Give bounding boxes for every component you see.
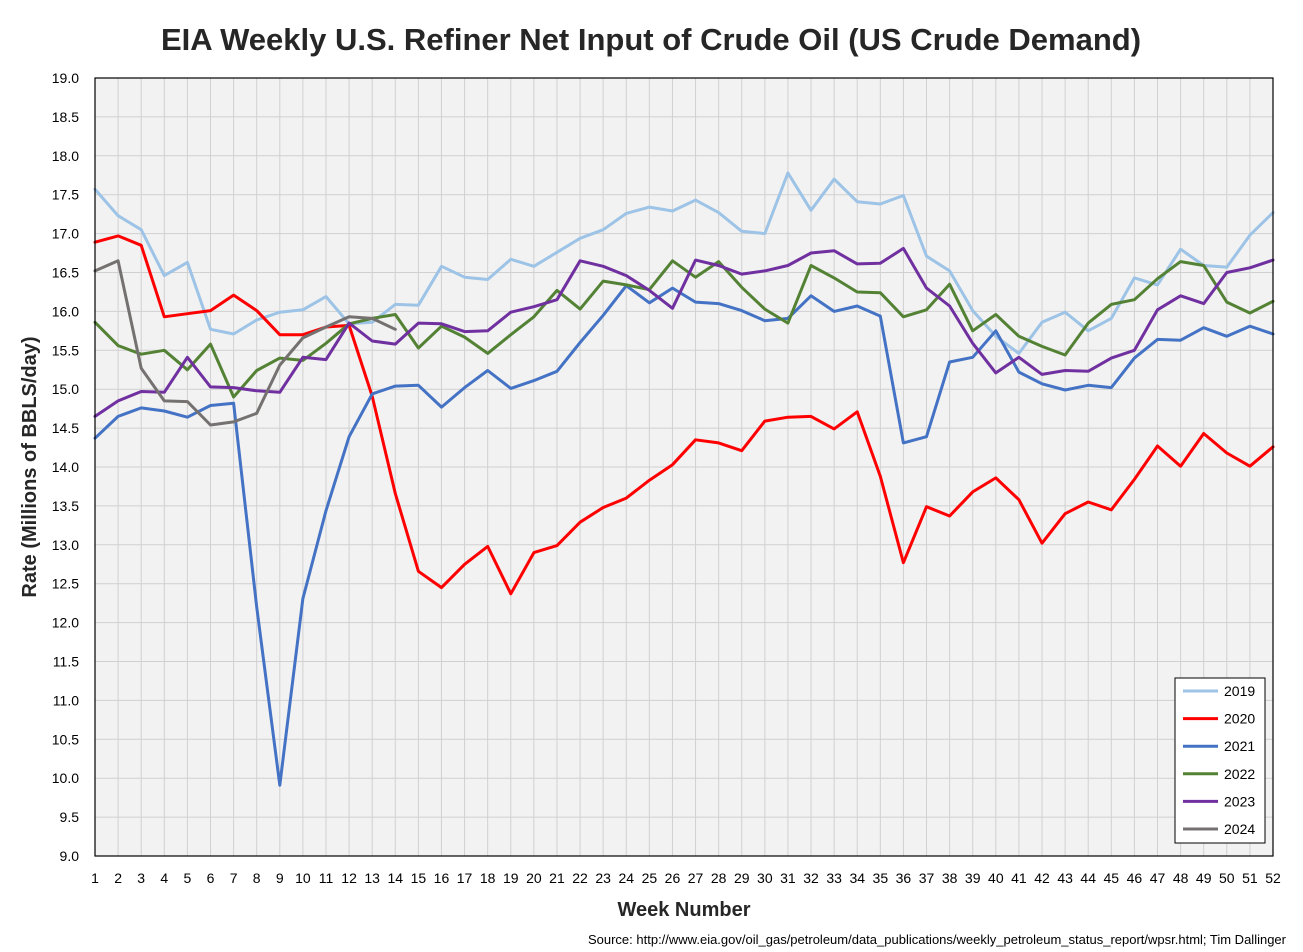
- x-tick-label: 17: [457, 870, 473, 886]
- y-tick-label: 17.0: [52, 226, 79, 242]
- x-tick-label: 30: [757, 870, 773, 886]
- series-line-2023: [93, 246, 1275, 418]
- x-tick-label: 3: [137, 870, 145, 886]
- x-tick-label: 1: [91, 870, 99, 886]
- x-tick-label: 51: [1242, 870, 1258, 886]
- x-tick-label: 47: [1150, 870, 1166, 886]
- legend-label-2021: 2021: [1224, 738, 1255, 754]
- y-tick-label: 18.5: [52, 109, 79, 125]
- series-line-2024: [93, 259, 397, 427]
- series-line-2020: [93, 234, 1275, 596]
- x-tick-label: 29: [734, 870, 750, 886]
- y-tick-label: 16.5: [52, 265, 79, 281]
- gridlines: [94, 77, 1274, 857]
- x-tick-label: 15: [411, 870, 427, 886]
- y-axis-ticks: 9.0 9.5 10.0 10.5 11.0 11.5 12.0 12.5 13.0 13.5 14…: [52, 70, 79, 864]
- x-tick-label: 16: [434, 870, 450, 886]
- x-tick-label: 13: [364, 870, 380, 886]
- x-tick-label: 50: [1219, 870, 1235, 886]
- x-tick-label: 46: [1127, 870, 1143, 886]
- x-axis-title: Week Number: [617, 899, 750, 921]
- x-tick-label: 32: [803, 870, 819, 886]
- y-tick-label: 12.5: [52, 576, 79, 592]
- x-tick-label: 27: [688, 870, 704, 886]
- x-tick-label: 48: [1173, 870, 1189, 886]
- x-tick-label: 45: [1104, 870, 1120, 886]
- x-tick-label: 11: [319, 870, 334, 886]
- y-tick-label: 14.5: [52, 420, 79, 436]
- x-tick-label: 5: [183, 870, 191, 886]
- legend-label-2020: 2020: [1224, 711, 1255, 727]
- y-tick-label: 11.0: [53, 692, 79, 708]
- x-tick-label: 21: [549, 870, 565, 886]
- x-axis-ticks: 1 2 3 4 5 6 7 8 9 10 11 12 13 14 15 16 17 18 19 20 21 22 23 24 2…: [91, 870, 1281, 886]
- y-tick-label: 16.0: [52, 303, 79, 319]
- series-line-2019: [93, 171, 1275, 355]
- x-tick-label: 43: [1057, 870, 1073, 886]
- x-tick-label: 22: [572, 870, 588, 886]
- x-tick-label: 36: [896, 870, 912, 886]
- plot-border: [94, 77, 1274, 857]
- x-tick-label: 35: [873, 870, 889, 886]
- series-lines: [93, 171, 1275, 787]
- x-tick-label: 4: [160, 870, 168, 886]
- y-axis-title: Rate (Millions of BBLS/day): [19, 336, 41, 597]
- y-tick-label: 18.0: [52, 148, 79, 164]
- x-tick-label: 42: [1034, 870, 1050, 886]
- x-tick-label: 12: [341, 870, 357, 886]
- x-tick-label: 14: [387, 870, 403, 886]
- x-tick-label: 41: [1011, 870, 1027, 886]
- x-tick-label: 39: [965, 870, 981, 886]
- x-tick-label: 8: [253, 870, 261, 886]
- x-tick-label: 10: [295, 870, 311, 886]
- y-tick-label: 9.5: [60, 809, 80, 825]
- x-tick-label: 2: [114, 870, 122, 886]
- series-line-2022: [93, 259, 1275, 399]
- y-tick-label: 15.5: [52, 342, 79, 358]
- x-tick-label: 23: [595, 870, 611, 886]
- x-tick-label: 31: [780, 870, 796, 886]
- y-tick-label: 13.5: [52, 498, 79, 514]
- y-tick-label: 11.5: [53, 654, 79, 670]
- x-tick-label: 24: [618, 870, 634, 886]
- x-tick-label: 7: [230, 870, 238, 886]
- legend-box: [1174, 677, 1266, 844]
- x-tick-label: 44: [1080, 870, 1096, 886]
- legend: 2019 2020 2021 2022 2023 2024: [1174, 677, 1266, 844]
- y-tick-label: 13.0: [52, 537, 79, 553]
- source-note: Source: http://www.eia.gov/oil_gas/petro…: [588, 932, 1287, 947]
- x-tick-label: 28: [711, 870, 727, 886]
- x-tick-label: 6: [207, 870, 215, 886]
- x-tick-label: 18: [480, 870, 496, 886]
- legend-label-2022: 2022: [1224, 766, 1255, 782]
- x-tick-label: 52: [1265, 870, 1281, 886]
- x-tick-label: 19: [503, 870, 519, 886]
- x-tick-label: 20: [526, 870, 542, 886]
- x-tick-label: 38: [942, 870, 958, 886]
- x-tick-label: 26: [665, 870, 681, 886]
- series-line-2021: [93, 284, 1275, 787]
- x-tick-label: 9: [276, 870, 284, 886]
- y-tick-label: 10.5: [52, 731, 79, 747]
- y-tick-label: 17.5: [52, 187, 79, 203]
- x-tick-label: 40: [988, 870, 1004, 886]
- y-tick-label: 12.0: [52, 615, 79, 631]
- x-tick-label: 33: [826, 870, 842, 886]
- y-tick-label: 19.0: [52, 70, 79, 86]
- legend-label-2024: 2024: [1224, 821, 1255, 837]
- chart-title: EIA Weekly U.S. Refiner Net Input of Cru…: [161, 22, 1141, 57]
- x-tick-label: 25: [642, 870, 658, 886]
- legend-label-2019: 2019: [1224, 683, 1255, 699]
- x-tick-label: 34: [849, 870, 865, 886]
- y-tick-label: 15.0: [52, 381, 79, 397]
- y-tick-label: 14.0: [52, 459, 79, 475]
- y-tick-label: 10.0: [52, 770, 79, 786]
- x-tick-label: 49: [1196, 870, 1212, 886]
- y-tick-label: 9.0: [60, 848, 80, 864]
- legend-label-2023: 2023: [1224, 793, 1255, 809]
- x-tick-label: 37: [919, 870, 935, 886]
